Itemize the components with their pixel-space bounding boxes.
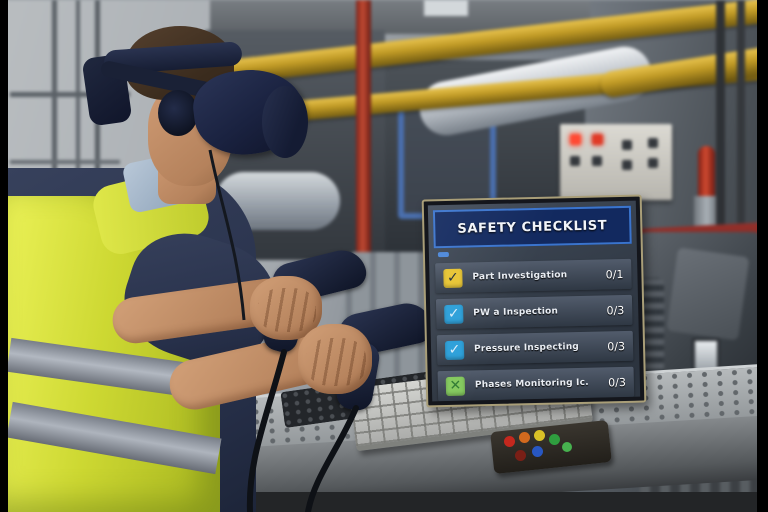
blue-shelving	[8, 268, 68, 468]
checklist-monitor: SAFETY CHECKLIST ✓ Part Investigation 0/…	[421, 194, 647, 408]
checklist-row: ✕ Phases Monitoring Ic. 0/3	[437, 366, 635, 402]
panel-button	[592, 156, 602, 166]
row-value: 0/3	[606, 303, 625, 317]
row-label: Phases Monitoring Ic.	[474, 377, 589, 391]
pad-button-orange	[519, 432, 530, 443]
pad-button-green2	[562, 442, 572, 452]
pad-button-darkred	[515, 450, 526, 461]
row-value: 0/1	[605, 267, 624, 281]
panel-button	[622, 140, 632, 150]
dark-pipe	[737, 0, 745, 235]
pad-button-red	[504, 436, 515, 447]
dark-pipe	[716, 0, 725, 235]
row-value: 0/3	[607, 339, 626, 353]
conduit	[10, 92, 130, 97]
left-frame-bar	[0, 0, 8, 512]
panel-led-red	[592, 134, 603, 145]
panel-button	[648, 138, 658, 148]
conduit	[10, 160, 120, 164]
status-dot-icon	[437, 251, 449, 258]
conduit	[95, 0, 100, 250]
right-frame-bar	[757, 0, 768, 512]
floor-shadow	[200, 492, 768, 512]
row-value: 0/3	[608, 375, 627, 389]
conduit	[76, 0, 80, 262]
checklist-row: ✓ Pressure Inspecting 0/3	[436, 330, 634, 366]
panel-led-red	[570, 134, 581, 145]
row-label: Pressure Inspecting	[473, 341, 580, 355]
skylight	[424, 0, 468, 16]
checklist-row: ✓ PW a Inspection 0/3	[435, 294, 633, 330]
check-icon: ✓	[443, 268, 463, 288]
check-icon: ✓	[444, 304, 464, 324]
checklist-row: ✓ Part Investigation 0/1	[435, 258, 632, 294]
checklist-title: SAFETY CHECKLIST	[432, 205, 632, 249]
panel-button	[648, 158, 658, 168]
machinery-tank	[215, 172, 340, 230]
pad-button-blue	[532, 446, 543, 457]
panel-button	[622, 160, 632, 170]
row-label: PW a Inspection	[473, 306, 559, 319]
pad-button-green	[549, 434, 560, 445]
cross-icon: ✕	[445, 376, 466, 396]
panel-button	[570, 156, 580, 166]
row-label: Part Investigation	[472, 270, 568, 283]
motor-plate	[666, 247, 750, 341]
monitor-screen: SAFETY CHECKLIST ✓ Part Investigation 0/…	[427, 200, 641, 402]
amber-light	[124, 200, 142, 218]
conduit	[52, 0, 57, 262]
pad-button-yellow	[534, 430, 545, 441]
check-icon: ✓	[444, 340, 465, 360]
